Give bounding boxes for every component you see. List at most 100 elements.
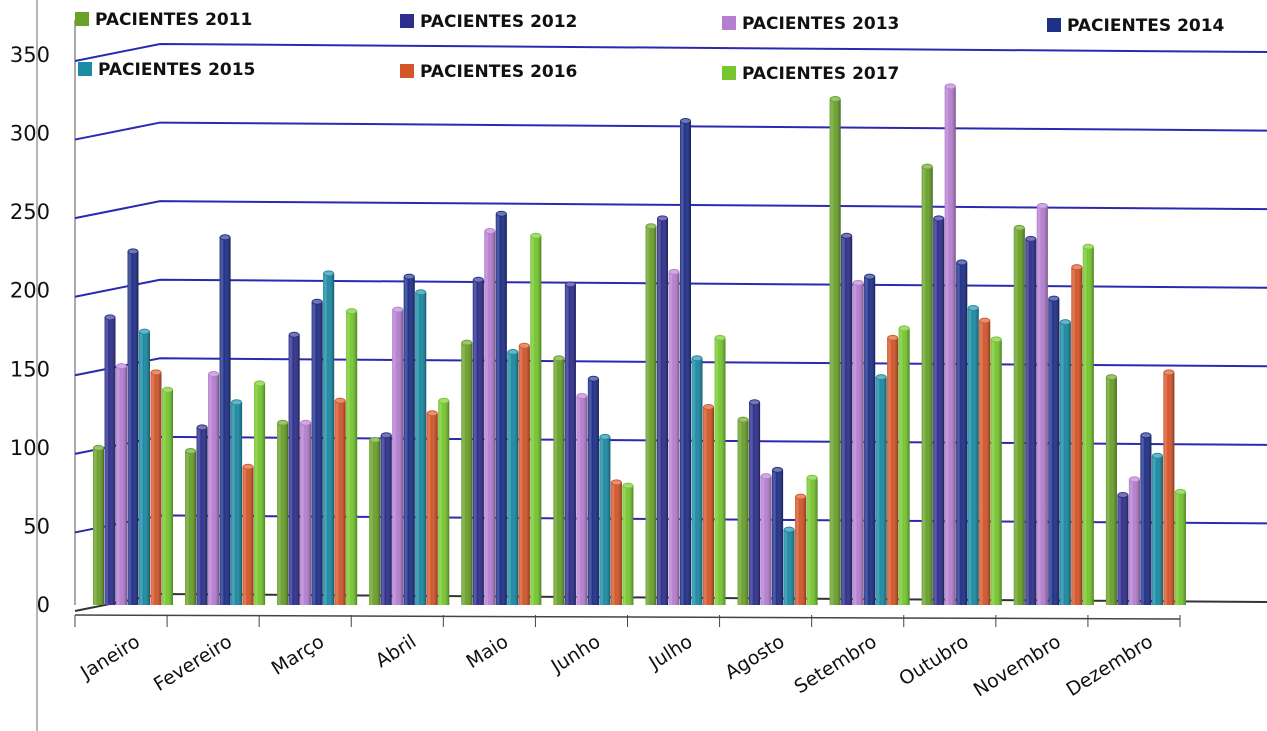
bar	[254, 380, 266, 605]
bar	[795, 493, 807, 605]
bar	[323, 270, 335, 605]
legend-item: PACIENTES 2012	[400, 12, 577, 32]
axes	[74, 614, 1181, 627]
bar	[438, 397, 450, 605]
bar	[956, 259, 968, 605]
bar	[587, 375, 599, 605]
bar	[1174, 488, 1186, 605]
bar	[680, 118, 691, 605]
y-tick-label: 150	[10, 357, 50, 381]
bar	[311, 298, 323, 605]
bar	[346, 308, 358, 605]
legend-label: PACIENTES 2014	[1067, 16, 1225, 36]
bar	[1151, 452, 1163, 605]
bar	[196, 424, 208, 605]
bar	[553, 355, 565, 605]
x-tick-label: Janeiro	[76, 631, 144, 685]
bar	[288, 331, 300, 605]
legend-label: PACIENTES 2017	[742, 64, 900, 84]
bar	[875, 374, 887, 605]
legend-label: PACIENTES 2016	[420, 62, 578, 82]
bar	[461, 339, 473, 605]
bar	[657, 215, 668, 605]
bar	[944, 83, 956, 605]
legend-label: PACIENTES 2012	[420, 12, 578, 32]
bar	[599, 433, 611, 605]
bar	[93, 444, 104, 605]
x-tick-label: Julho	[644, 631, 696, 675]
bar	[1082, 243, 1094, 605]
bar	[1105, 374, 1117, 605]
y-tick-label: 350	[10, 43, 50, 67]
x-tick-label: Setembro	[791, 631, 881, 699]
bar	[887, 334, 899, 605]
bar	[1128, 476, 1140, 605]
bar	[1036, 202, 1048, 605]
bar	[300, 419, 312, 605]
bar	[1025, 235, 1037, 605]
bar	[518, 342, 530, 605]
bar	[610, 479, 622, 605]
bar	[714, 334, 726, 605]
bar	[334, 397, 346, 605]
bar	[645, 223, 657, 606]
bar	[426, 410, 438, 605]
legend-swatch	[400, 64, 414, 78]
bar	[737, 416, 749, 605]
bar	[749, 399, 761, 605]
bar	[530, 232, 542, 605]
legend-swatch	[78, 62, 92, 76]
bar	[967, 305, 979, 605]
y-tick-label: 0	[37, 593, 50, 617]
bar	[495, 210, 507, 605]
bar	[921, 163, 933, 606]
legend-item: PACIENTES 2011	[75, 10, 252, 30]
bar	[990, 336, 1002, 605]
bar	[1163, 369, 1175, 605]
y-tick-label: 300	[10, 122, 50, 146]
legend-label: PACIENTES 2011	[95, 10, 253, 30]
x-tick-labels: Janeiro Fevereiro Março Abril Maio Junho Julho…	[76, 631, 1157, 702]
gridline	[74, 200, 1267, 220]
bar	[1013, 224, 1025, 605]
y-tick-label: 50	[23, 514, 50, 538]
legend-item: PACIENTES 2015	[78, 60, 255, 80]
bar	[622, 482, 634, 605]
legend-swatch	[722, 16, 736, 30]
bar	[1140, 432, 1152, 605]
x-tick-label: Abril	[372, 631, 420, 673]
bar	[1048, 295, 1060, 605]
bar	[760, 473, 772, 605]
bar	[806, 474, 818, 605]
bar	[403, 273, 415, 605]
bar	[898, 325, 910, 605]
gridline	[74, 278, 1267, 298]
bar	[484, 228, 496, 605]
bar	[703, 404, 714, 605]
bar	[1059, 319, 1071, 605]
bar	[1071, 264, 1083, 605]
legend-swatch	[722, 66, 736, 80]
bar	[150, 369, 162, 605]
bar	[116, 363, 127, 605]
bar	[668, 268, 680, 605]
bar	[576, 393, 588, 605]
x-tick-label: Fevereiro	[150, 631, 236, 696]
legend-swatch	[1047, 18, 1061, 32]
bar	[392, 306, 404, 605]
bar	[139, 328, 150, 605]
bar	[162, 386, 173, 605]
y-tick-labels: 0 50 100 150 200 250 300 350	[10, 43, 50, 617]
bar	[277, 419, 289, 605]
bar	[564, 281, 576, 605]
y-tick-label: 250	[10, 200, 50, 224]
x-tick-label: Agosto	[721, 631, 788, 684]
legend-label: PACIENTES 2015	[98, 60, 256, 80]
x-tick-label: Novembro	[970, 631, 1065, 702]
bar	[104, 314, 116, 605]
bar	[208, 371, 220, 605]
x-tick-label: Outubro	[895, 631, 972, 691]
x-tick-label: Março	[268, 631, 328, 680]
chart-left-wall	[36, 0, 76, 731]
